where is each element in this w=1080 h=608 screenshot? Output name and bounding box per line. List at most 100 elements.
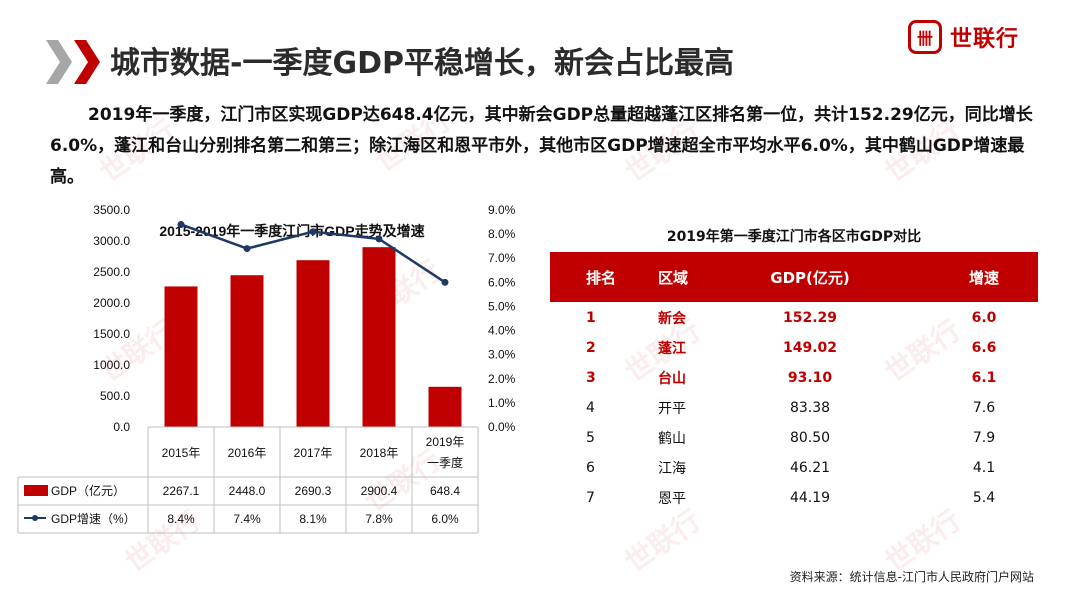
data-label: 8.1%: [299, 512, 327, 526]
cell-rank: 3: [586, 370, 596, 386]
gdp-bar: [428, 386, 462, 427]
chart-title: 2015-2019年一季度江门市GDP走势及增速: [159, 223, 424, 239]
cell-rank: 6: [586, 460, 595, 476]
cell-gdp: 46.21: [789, 460, 831, 476]
gdp-bar: [296, 260, 330, 427]
data-label: 2690.3: [295, 484, 332, 498]
legend-label: GDP（亿元）: [51, 483, 125, 498]
source-note: 资料来源：统计信息-江门市人民政府门户网站: [789, 570, 1034, 584]
cell-district: 蓬江: [658, 341, 686, 357]
growth-point: [177, 220, 185, 228]
y-right-tick-label: 9.0%: [488, 203, 516, 217]
gdp-bar: [230, 275, 264, 427]
y-right-tick-label: 0.0%: [488, 420, 516, 434]
y-left-tick-label: 1000.0: [93, 358, 130, 372]
table-title: 2019年第一季度江门市各区市GDP对比: [666, 229, 922, 245]
header-gdp: GDP(亿元): [770, 268, 850, 287]
gdp-combo-chart: 0.0 500.0 1000.0 1500.0 2000.0 2500.0 3000.0 35…: [17, 203, 516, 534]
y-right-tick-label: 3.0%: [488, 348, 516, 362]
x-tick-label: 一季度: [427, 455, 463, 470]
y-left-tick-label: 3500.0: [93, 203, 130, 217]
legend-label: GDP增速（%）: [51, 512, 136, 526]
growth-point: [375, 235, 383, 243]
table-row: 1 新会 152.29 6.0: [550, 303, 1038, 333]
table-row: 4 开平 83.38 7.6: [550, 393, 1038, 423]
y-right-tick-label: 6.0%: [488, 275, 516, 289]
y-right-tick-label: 4.0%: [488, 324, 516, 338]
cell-rank: 2: [586, 340, 596, 356]
data-label: 6.0%: [431, 512, 459, 526]
cell-district: 新会: [658, 311, 686, 327]
data-label: 7.4%: [233, 512, 261, 526]
cell-district: 鹤山: [658, 431, 686, 447]
data-label: 2900.4: [361, 484, 398, 498]
y-left-tick-label: 2000.0: [93, 296, 130, 310]
cell-gdp: 80.50: [789, 430, 831, 446]
cell-gdp: 44.19: [789, 490, 831, 506]
cell-gdp: 83.38: [789, 400, 831, 416]
cell-growth: 7.9: [972, 430, 996, 446]
y-left-tick-label: 0.0: [113, 420, 130, 434]
header-rank: 排名: [586, 268, 617, 287]
x-tick-label: 2015年: [162, 446, 201, 460]
y-right-tick-label: 8.0%: [488, 227, 516, 241]
cell-district: 江海: [658, 461, 686, 477]
data-label: 7.8%: [365, 512, 393, 526]
chevron-red-icon: [74, 40, 100, 84]
legend-line-marker: [32, 515, 38, 521]
y-left-tick-label: 1500.0: [93, 327, 130, 341]
data-label: 648.4: [430, 484, 460, 498]
y-left-tick-label: 2500.0: [93, 265, 130, 279]
table-row: 7 恩平 44.19 5.4: [550, 483, 1038, 513]
cell-district: 开平: [658, 401, 686, 417]
growth-point: [243, 245, 251, 253]
intro-paragraph: 2019年一季度，江门市区实现GDP达648.4亿元，其中新会GDP总量超越蓬江…: [50, 105, 1033, 187]
y-right-tick-label: 7.0%: [488, 251, 516, 265]
legend-bar-key: [24, 485, 48, 496]
cell-growth: 4.1: [972, 460, 996, 476]
table-row: 6 江海 46.21 4.1: [550, 453, 1038, 483]
table-header: 排名 区域 GDP(亿元) 增速: [550, 252, 1038, 302]
table-row: 2 蓬江 149.02 6.6: [550, 333, 1038, 363]
y-right-tick-label: 5.0%: [488, 299, 516, 313]
cell-gdp: 149.02: [782, 340, 838, 356]
gdp-bar: [164, 286, 198, 427]
header-growth: 增速: [968, 268, 999, 287]
cell-growth: 6.1: [971, 370, 997, 386]
growth-point: [441, 278, 449, 286]
x-tick-label: 2019年: [426, 435, 465, 449]
cell-growth: 5.4: [972, 490, 996, 506]
cell-rank: 4: [586, 400, 595, 416]
cell-growth: 6.6: [971, 340, 997, 356]
y-right-tick-label: 1.0%: [488, 396, 516, 410]
data-label: 2267.1: [163, 484, 200, 498]
x-tick-label: 2018年: [360, 446, 399, 460]
cell-rank: 7: [586, 490, 595, 506]
logo-mark-icon: 卌: [908, 20, 942, 54]
logo-text: 世联行: [950, 27, 1020, 52]
header-district: 区域: [658, 268, 689, 287]
cell-gdp: 93.10: [787, 370, 833, 386]
cell-gdp: 152.29: [782, 310, 838, 326]
cell-district: 台山: [658, 371, 686, 387]
y-left-tick-label: 3000.0: [93, 234, 130, 248]
cell-growth: 6.0: [971, 310, 997, 326]
cell-rank: 5: [586, 430, 595, 446]
y-left-tick-label: 500.0: [100, 389, 130, 403]
chevron-gray-icon: [46, 40, 72, 84]
x-tick-label: 2016年: [228, 446, 267, 460]
x-tick-label: 2017年: [294, 446, 333, 460]
cell-growth: 7.6: [972, 400, 996, 416]
gdp-bar: [362, 247, 396, 427]
table-row: 3 台山 93.10 6.1: [550, 363, 1038, 393]
data-label: 2448.0: [229, 484, 266, 498]
y-right-tick-label: 2.0%: [488, 372, 516, 386]
cell-rank: 1: [586, 310, 596, 326]
page-title: 城市数据-一季度GDP平稳增长，新会占比最高: [110, 46, 734, 81]
table-row: 5 鹤山 80.50 7.9: [550, 423, 1038, 453]
data-label: 8.4%: [167, 512, 195, 526]
district-gdp-table: 排名 区域 GDP(亿元) 增速 1 新会 152.29 6.0 2 蓬江 14…: [550, 252, 1038, 513]
growth-point: [309, 228, 317, 236]
logo: 卌 世联行: [908, 20, 1019, 54]
cell-district: 恩平: [658, 491, 686, 507]
